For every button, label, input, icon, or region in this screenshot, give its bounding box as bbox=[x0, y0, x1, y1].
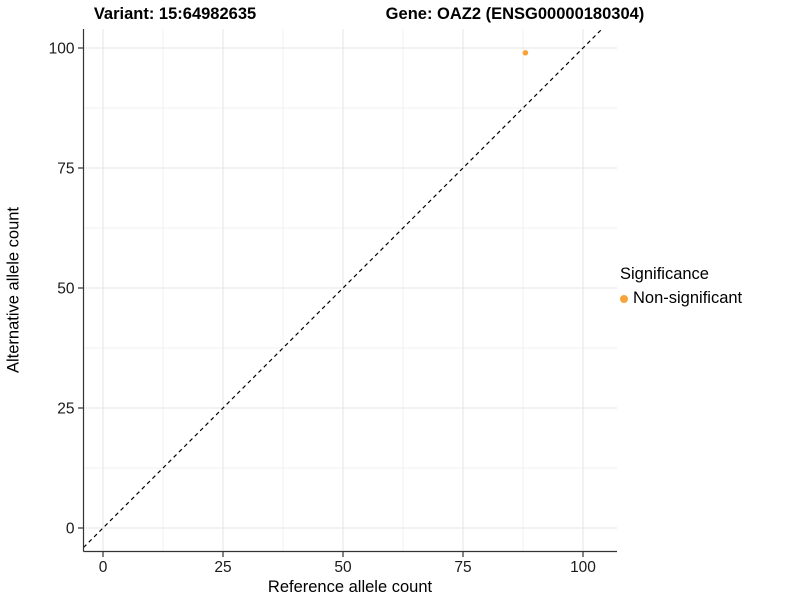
gene-title: Gene: OAZ2 (ENSG00000180304) bbox=[385, 5, 645, 23]
legend-point-icon bbox=[620, 294, 628, 303]
y-tick-label: 100 bbox=[49, 41, 75, 58]
y-tick-label: 25 bbox=[57, 401, 74, 418]
legend-title: Significance bbox=[620, 265, 709, 283]
variant-title: Variant: 15:64982635 bbox=[93, 5, 257, 23]
y-tick-label: 0 bbox=[66, 521, 75, 538]
y-axis-title: Alternative allele count bbox=[4, 206, 23, 374]
data-point bbox=[522, 50, 529, 56]
x-tick-label: 100 bbox=[570, 559, 596, 576]
y-tick-label: 50 bbox=[57, 281, 75, 298]
legend-item-label: Non-significant bbox=[633, 289, 743, 307]
x-tick-label: 25 bbox=[214, 559, 231, 576]
x-tick-label: 50 bbox=[334, 559, 352, 576]
legend: Significance Non-significant bbox=[620, 265, 742, 308]
legend-item-non-significant: Non-significant bbox=[620, 289, 742, 308]
x-axis-title: Reference allele count bbox=[267, 578, 433, 596]
x-tick-label: 0 bbox=[99, 559, 108, 576]
y-tick-label: 75 bbox=[57, 161, 74, 178]
x-tick-label: 75 bbox=[454, 559, 471, 576]
identity-dashed-line bbox=[83, 28, 603, 548]
